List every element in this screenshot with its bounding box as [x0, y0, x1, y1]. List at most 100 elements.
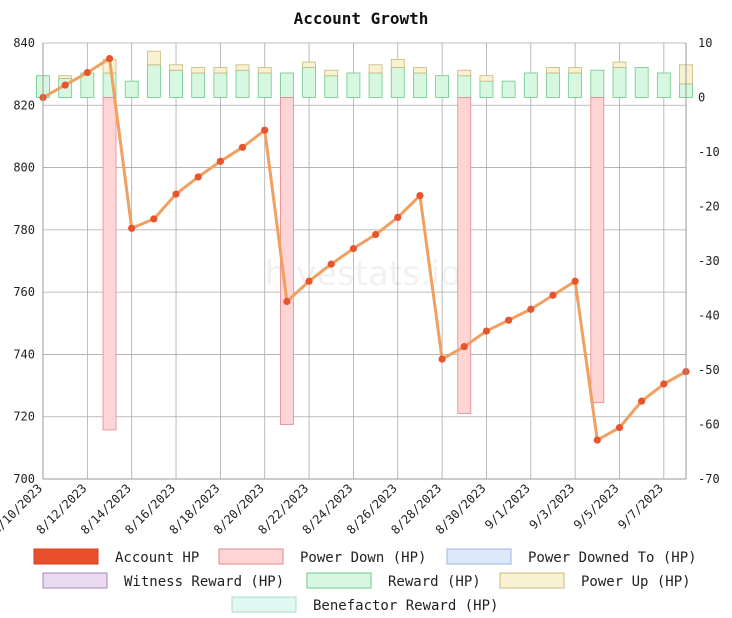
right-tick-label: -10 — [698, 145, 720, 159]
x-tick-label: 9/3/2023 — [526, 481, 577, 532]
reward-bar — [346, 72, 361, 98]
reward-bar — [235, 69, 250, 98]
legend-swatch — [33, 548, 99, 565]
account-hp-point — [549, 291, 557, 299]
account-hp-point — [505, 316, 513, 324]
account-hp-point — [327, 260, 335, 268]
reward-bar — [213, 72, 228, 98]
account-hp-point — [416, 192, 424, 200]
reward-bar — [324, 75, 339, 98]
reward-bar — [302, 67, 316, 98]
legend-swatch — [231, 596, 297, 613]
reward-bar — [124, 80, 139, 98]
left-tick-label: 820 — [13, 98, 35, 112]
power-down-bar — [590, 97, 605, 404]
power-up-bar — [58, 75, 73, 79]
reward-bar — [413, 72, 427, 98]
power-up-bar — [612, 61, 627, 68]
account-hp-point — [593, 436, 601, 444]
reward-bar — [169, 69, 183, 98]
left-tick-label: 840 — [13, 36, 35, 50]
account-hp-point — [128, 224, 136, 232]
reward-bar — [390, 67, 405, 98]
legend-label: Power Down (HP) — [300, 550, 426, 566]
legend-swatch — [499, 572, 565, 589]
right-tick-label: 0 — [698, 91, 705, 105]
left-tick-label: 780 — [13, 223, 35, 237]
legend-label: Power Downed To (HP) — [528, 550, 697, 566]
account-hp-point — [615, 424, 624, 432]
account-hp-polyline — [42, 57, 687, 442]
account-hp-point — [194, 173, 202, 181]
account-hp-point — [571, 277, 579, 285]
chart-title: Account Growth — [294, 9, 429, 28]
legend-swatch — [218, 548, 284, 565]
reward-bar — [590, 69, 605, 98]
right-tick-label: -60 — [698, 418, 720, 432]
reward-bar — [191, 72, 206, 98]
reward-bar — [656, 72, 671, 98]
account-hp-point — [305, 277, 313, 285]
account-hp-point — [105, 54, 114, 63]
account-hp-point — [394, 213, 402, 221]
power-up-bar — [413, 67, 427, 74]
power-up-bar — [568, 67, 583, 74]
power-up-bar — [457, 69, 472, 77]
legend: Account HP Power Down (HP) Power Downed To… — [33, 548, 697, 614]
reward-bar — [501, 80, 516, 98]
legend-label: Power Up (HP) — [581, 574, 691, 590]
power-up-bar — [257, 67, 272, 74]
bars — [36, 50, 693, 431]
left-tick-label: 800 — [13, 161, 35, 175]
account-hp-point — [283, 297, 291, 306]
reward-bar — [479, 80, 494, 98]
account-hp-point — [216, 157, 224, 165]
legend-swatch — [306, 572, 372, 589]
x-tick-label: 9/5/2023 — [571, 481, 622, 532]
power-up-bar — [546, 67, 560, 74]
left-tick-label: 720 — [13, 410, 35, 424]
account-hp-point — [172, 190, 180, 198]
reward-bar — [457, 75, 472, 98]
left-tick-label: 760 — [13, 285, 35, 299]
reward-bar — [568, 72, 583, 98]
legend-label: Benefactor Reward (HP) — [313, 598, 498, 614]
power-down-bar — [457, 97, 472, 415]
reward-bar — [523, 72, 538, 98]
power-up-bar — [146, 50, 161, 66]
right-tick-label: -40 — [698, 309, 720, 323]
reward-bar — [146, 64, 161, 98]
account-hp-point — [61, 81, 69, 89]
legend-swatch — [446, 548, 512, 565]
power-up-bar — [368, 64, 383, 74]
power-up-bar — [479, 75, 494, 82]
power-up-bar — [302, 61, 316, 68]
legend-label: Witness Reward (HP) — [124, 574, 284, 590]
reward-bar — [546, 72, 560, 98]
x-tick-label: 9/7/2023 — [615, 481, 666, 532]
right-tick-label: 10 — [698, 36, 712, 50]
account-hp-point — [150, 215, 158, 223]
account-hp-point — [482, 327, 491, 335]
power-up-bar — [390, 58, 405, 68]
reward-bar — [368, 72, 383, 98]
account-hp-point — [660, 380, 668, 388]
reward-bar — [612, 67, 627, 98]
right-tick-label: -70 — [698, 472, 720, 486]
reward-bar — [257, 72, 272, 98]
account-hp-point — [83, 68, 91, 77]
right-tick-label: -30 — [698, 254, 720, 268]
power-down-bar — [102, 97, 117, 431]
power-up-bar — [169, 64, 183, 71]
left-tick-label: 740 — [13, 347, 35, 361]
x-tick-label: 9/1/2023 — [482, 481, 533, 532]
reward-bar — [634, 67, 649, 98]
account-hp-point — [638, 397, 646, 405]
reward-bar — [279, 72, 294, 98]
legend-swatch — [42, 572, 108, 589]
right-tick-label: -20 — [698, 200, 720, 214]
account-hp-point — [238, 143, 247, 151]
right-tick-label: -50 — [698, 363, 720, 377]
legend-label: Account HP — [115, 550, 199, 566]
